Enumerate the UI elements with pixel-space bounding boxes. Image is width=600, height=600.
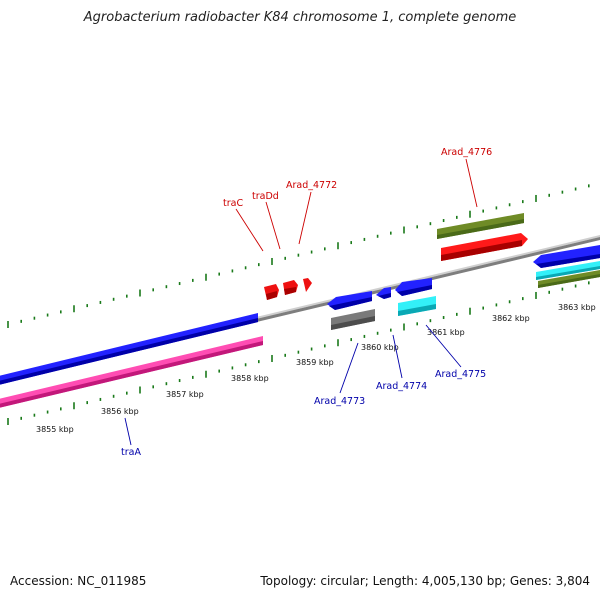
tick-label: 3859 kbp (296, 358, 334, 367)
feature-Arad_4773[interactable] (327, 291, 372, 310)
page-title: Agrobacterium radiobacter K84 chromosome… (83, 10, 517, 25)
gene-label-Arad_4772: Arad_4772 (286, 180, 337, 191)
feature-blue-right[interactable] (533, 245, 600, 268)
topology-text: Topology: circular; Length: 4,005,130 bp… (260, 574, 590, 588)
feature-blue-large[interactable] (0, 313, 258, 387)
feature-Arad_4775[interactable] (395, 278, 432, 296)
tick-label: 3858 kbp (231, 374, 269, 383)
gene-label-traDd: traDd (252, 191, 279, 202)
feature-olive-right[interactable] (538, 270, 600, 288)
tick-label: 3860 kbp (361, 343, 399, 352)
tick-label: 3855 kbp (36, 425, 74, 434)
gene-label-Arad_4774: Arad_4774 (376, 381, 427, 392)
leader-line (465, 158, 478, 208)
outer-tick-track (7, 184, 590, 328)
feature-traC[interactable] (264, 284, 279, 300)
accession-text: Accession: NC_011985 (10, 574, 147, 588)
tick-label: 3862 kbp (492, 314, 530, 323)
leader-line (339, 342, 359, 394)
feature-cyan[interactable] (398, 296, 436, 316)
feature-red-forward[interactable] (441, 233, 528, 261)
feature-Arad_4772[interactable] (303, 278, 312, 292)
feature-traDd[interactable] (283, 280, 298, 295)
leader-line (298, 191, 312, 245)
gene-label-traA: traA (121, 447, 141, 458)
feature-traA[interactable] (0, 336, 263, 410)
leader-line (235, 208, 264, 252)
tick-label: 3857 kbp (166, 390, 204, 399)
feature-gray[interactable] (331, 309, 375, 330)
feature-Arad_4774[interactable] (376, 287, 391, 299)
gene-label-Arad_4773: Arad_4773 (314, 396, 365, 407)
inner-tick-track (7, 281, 590, 425)
gene-label-Arad_4776: Arad_4776 (441, 147, 492, 158)
leader-line (425, 324, 462, 368)
tick-label: 3861 kbp (427, 328, 465, 337)
tick-label: 3863 kbp (558, 303, 596, 312)
leader-line (392, 334, 403, 379)
gene-label-traC: traC (223, 198, 243, 209)
feature-Arad_4776[interactable] (437, 213, 524, 239)
tick-label: 3856 kbp (101, 407, 139, 416)
gene-label-Arad_4775: Arad_4775 (435, 369, 486, 380)
leader-line (124, 417, 132, 446)
feature-cyan-right[interactable] (536, 261, 600, 280)
leader-line (265, 201, 281, 250)
